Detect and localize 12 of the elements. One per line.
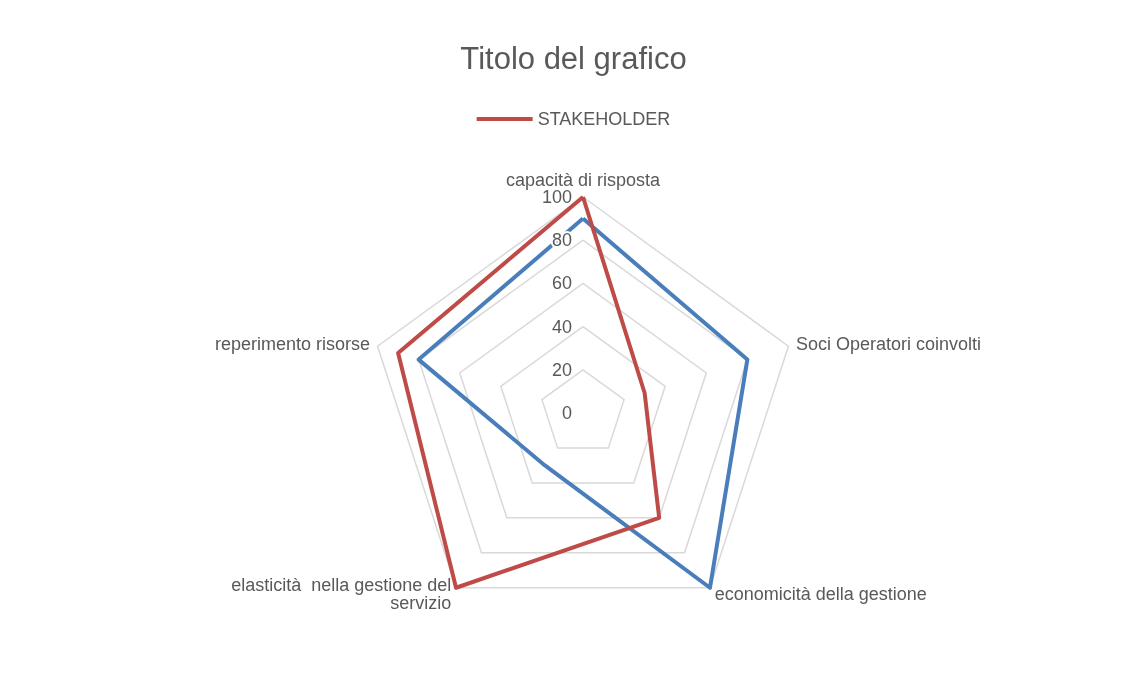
y-tick-label: 40 [551, 316, 572, 337]
y-tick-label: 0 [561, 403, 572, 423]
y-tick-label: 100 [541, 187, 572, 207]
spoke-label: Soci Operatori coinvolti [796, 333, 982, 354]
y-tick-label: 60 [551, 273, 572, 294]
chart-title: Titolo del grafico [460, 41, 687, 76]
spoke-label: economicità della gestione [714, 584, 927, 605]
spoke-label: elasticità nella gestione del servizio [231, 575, 452, 614]
legend-label: STAKEHOLDER [537, 109, 671, 129]
spoke-label: capacità di risposta [505, 170, 662, 190]
spoke-label: reperimento risorse [214, 333, 370, 354]
y-tick-label: 20 [551, 359, 572, 380]
